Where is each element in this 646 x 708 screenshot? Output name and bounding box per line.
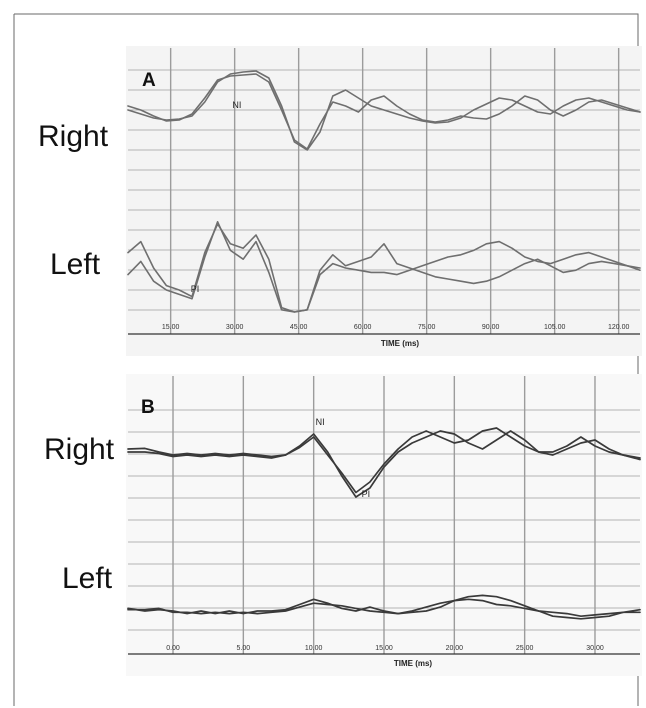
panel-a-row-label-right: Right [38,120,109,153]
panel-a-traces [127,70,641,313]
panel-b-tick-label-3: 15.00 [375,645,393,652]
panel-b-row-label-right: Right [44,433,115,466]
panel-a-right-trace-1 [127,73,641,150]
panel-a: 15.00 30.00 45.00 60.00 75.00 90.00 105.00 120.… [38,46,642,356]
panel-b-annotation-pi: PI [362,489,371,499]
panel-b-tick-label-1: 5.00 [237,645,251,652]
panel-b-tick-label-0: 0.00 [166,645,180,652]
panel-a-grid [128,48,640,334]
panel-b-tick-label-5: 25.00 [516,645,534,652]
panel-a-tick-labels: 15.00 30.00 45.00 60.00 75.00 90.00 105.00 120.… [162,324,630,331]
panel-b-xlabel: TIME (ms) [394,659,433,668]
panel-a-annotation-ni: NI [232,100,241,110]
panel-a-tick-label-0: 15.00 [162,324,180,331]
panel-a-letter: A [142,70,156,91]
panel-a-tick-label-6: 105.00 [544,324,566,331]
panel-b: 0.00 5.00 10.00 15.00 20.00 25.00 30.00 TIME (… [44,374,642,676]
panel-a-left-trace-3 [127,223,641,313]
panel-a-tick-label-7: 120.00 [608,324,630,331]
panel-a-background [126,46,642,356]
panel-a-tick-label-3: 60.00 [354,324,372,331]
panel-b-tick-labels: 0.00 5.00 10.00 15.00 20.00 25.00 30.00 [166,645,604,652]
panel-b-tick-label-4: 20.00 [446,645,464,652]
panel-a-tick-label-4: 75.00 [418,324,436,331]
panel-b-right-trace-1 [127,427,641,494]
panel-a-xlabel: TIME (ms) [381,339,420,348]
panel-b-traces [127,427,641,620]
panel-a-tick-label-5: 90.00 [482,324,500,331]
panel-b-right-trace-0 [127,430,641,498]
panel-b-tick-label-2: 10.00 [305,645,323,652]
panel-b-tick-label-6: 30.00 [586,645,604,652]
panel-a-tick-label-1: 30.00 [226,324,244,331]
panel-b-left-trace-2 [127,598,641,618]
panel-b-letter: B [141,397,155,418]
panel-a-annotation-pi: PI [191,284,200,294]
panel-b-row-label-left: Left [62,562,113,595]
panel-b-annotation-ni: NI [316,417,325,427]
panel-a-row-label-left: Left [50,248,101,281]
panel-b-left-trace-3 [127,594,641,620]
panel-a-tick-label-2: 45.00 [290,324,308,331]
